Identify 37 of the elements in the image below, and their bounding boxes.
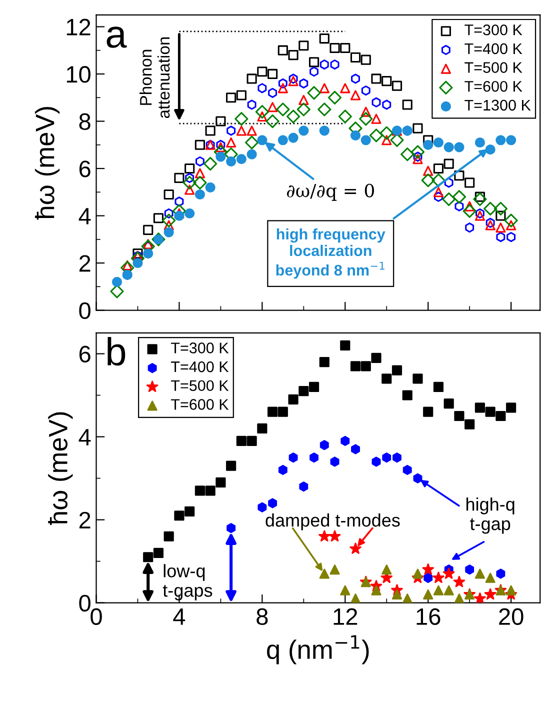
y-tick-label: 8 (79, 113, 90, 130)
y-axis-title: ħω (meV) (48, 412, 73, 525)
annotation: high-q t-gap (466, 497, 514, 534)
x-tick-label: 8 (256, 608, 268, 625)
y-tick-label: 2 (79, 255, 90, 272)
y-tick-label: 6 (79, 346, 90, 363)
y-tick-label: 4 (78, 429, 91, 446)
chart-title: a (106, 26, 127, 48)
chart-title: b (108, 337, 126, 366)
x-tick-label: 20 (499, 608, 524, 625)
x-axis-title: q (nm$^{−1}$) (267, 635, 369, 664)
legend-label: T=300 K (464, 24, 522, 36)
x-tick-label: 0 (90, 608, 102, 625)
legend-label: T=500 K (464, 62, 522, 73)
y-tick-label: 0 (79, 302, 90, 320)
legend-label: T=400 K (170, 361, 229, 372)
x-tick-label: 4 (173, 608, 186, 625)
y-tick-label: 12 (66, 18, 90, 36)
x-tick-label: 12 (334, 608, 358, 625)
y-tick-label: 6 (79, 160, 90, 178)
annotation: low-q t-gaps (162, 564, 212, 600)
y-tick-label: 10 (66, 66, 90, 83)
legend-label: T=300 K (170, 342, 229, 354)
legend-label: T=600 K (464, 80, 522, 92)
y-tick-label: 4 (78, 208, 91, 224)
annotation: Phonon attenuation (140, 37, 170, 118)
legend-label: T=1300 K (464, 100, 531, 111)
legend-label: T=400 K (464, 43, 522, 54)
y-tick-label: 2 (79, 512, 90, 528)
legend-label: T=600 K (170, 399, 229, 410)
legend-label: T=500 K (170, 380, 229, 392)
annotation: high frequency localization beyond 8 nm$^{−1}$ (276, 228, 386, 279)
annotation: damped t-modes (266, 513, 400, 530)
x-tick-label: 16 (416, 608, 440, 625)
y-tick-label: 0 (79, 594, 90, 612)
annotation: ∂ω/∂q = 0 (286, 184, 374, 201)
y-axis-title: ħω (meV) (34, 107, 60, 220)
